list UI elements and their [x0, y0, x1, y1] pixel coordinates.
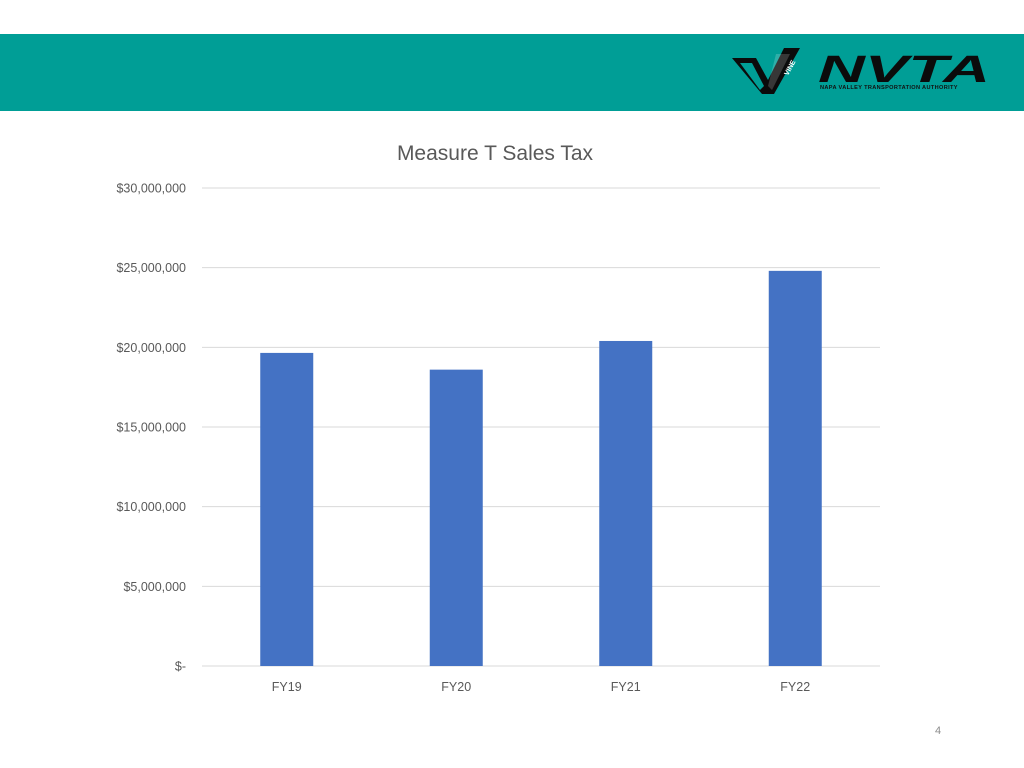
bar-fy20 — [429, 369, 483, 666]
bar-fy19 — [260, 352, 314, 666]
y-tick-label: $10,000,000 — [116, 500, 186, 514]
y-tick-label: $20,000,000 — [116, 341, 186, 355]
page-number: 4 — [934, 725, 942, 737]
logo-group: VINE NVTA NAPA VALLEY TRANSPORTATION AUT… — [730, 46, 1000, 98]
y-tick-label: $30,000,000 — [116, 182, 186, 196]
x-tick-label: FY21 — [611, 680, 641, 694]
nvta-logo-text: NVTA — [818, 52, 990, 84]
y-tick-label: $15,000,000 — [116, 421, 186, 435]
header-band — [0, 34, 1024, 111]
x-tick-label: FY20 — [441, 680, 471, 694]
x-tick-label: FY19 — [272, 680, 302, 694]
nvta-wordmark-icon: NVTA — [818, 52, 990, 84]
nvta-subtitle: NAPA VALLEY TRANSPORTATION AUTHORITY — [820, 85, 958, 91]
y-tick-label: $- — [175, 660, 186, 674]
y-tick-label: $25,000,000 — [116, 261, 186, 275]
x-tick-label: FY22 — [780, 680, 810, 694]
bar-fy21 — [599, 340, 653, 666]
y-tick-label: $5,000,000 — [123, 580, 186, 594]
chart-title: Measure T Sales Tax — [396, 142, 594, 165]
vine-v-logo-icon: VINE — [732, 48, 800, 94]
bar-fy22 — [768, 270, 822, 666]
